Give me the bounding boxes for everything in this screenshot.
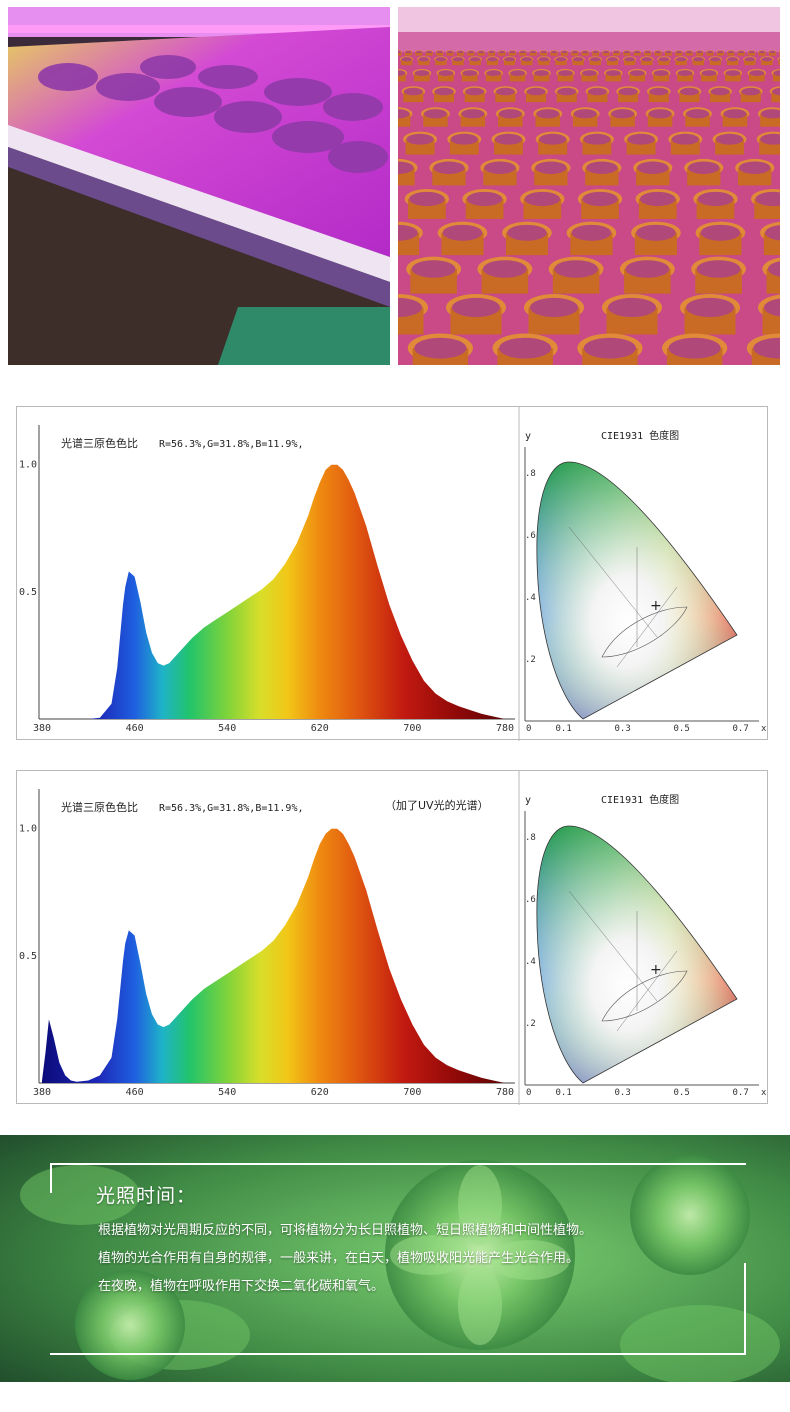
y-tick-label: 1.0 xyxy=(19,460,37,471)
cie-y-label: y xyxy=(525,795,531,806)
cie-y-label: y xyxy=(525,431,531,442)
x-tick-label: 780 xyxy=(496,723,514,734)
x-tick-label: 700 xyxy=(403,1087,421,1098)
rgb-ratio: R=56.3%,G=31.8%,B=11.9%, xyxy=(159,803,304,814)
spectrum-area xyxy=(42,464,505,719)
x-tick-label: 380 xyxy=(33,723,51,734)
cie-x-tick: 0.3 xyxy=(615,1088,631,1098)
cie-x-label: x xyxy=(761,1088,767,1098)
uv-annotation: （加了UV光的光谱） xyxy=(385,798,489,812)
x-tick-label: 780 xyxy=(496,1087,514,1098)
x-tick-label: 380 xyxy=(33,1087,51,1098)
cie-y-tick: .2 xyxy=(525,655,536,665)
info-banner: 光照时间： 根据植物对光周期反应的不同，可将植物分为长日照植物、短日照植物和中间… xyxy=(0,1135,790,1382)
cie-x-tick: 0.5 xyxy=(674,1088,690,1098)
chart-title: 光谱三原色色比 xyxy=(61,436,138,450)
x-tick-label: 620 xyxy=(311,1087,329,1098)
y-tick-label: 1.0 xyxy=(19,824,37,835)
info-line-3: 在夜晚，植物在呼吸作用下交换二氧化碳和氧气。 xyxy=(98,1279,385,1294)
spectrum-area xyxy=(42,828,505,1083)
chart-title: 光谱三原色色比 xyxy=(61,800,138,814)
cie-y-tick: .6 xyxy=(525,895,536,905)
greenhouse-illustration xyxy=(398,7,780,365)
x-tick-label: 460 xyxy=(126,1087,144,1098)
cie-x-tick: 0.7 xyxy=(733,724,749,734)
cie-x-tick: 0.5 xyxy=(674,724,690,734)
rgb-ratio: R=56.3%,G=31.8%,B=11.9%, xyxy=(159,439,304,450)
spectrum-panel-1: 380 460 540 620 700 780 1.0 0.5 光谱三原色色比 R=56.3… xyxy=(16,406,768,741)
cie-y-tick: .2 xyxy=(525,1019,536,1029)
photo-greenhouse-pots xyxy=(398,7,780,365)
cie-x-tick: 0.1 xyxy=(556,724,572,734)
cie-title: CIE1931 色度图 xyxy=(601,429,679,442)
cie-y-tick: .6 xyxy=(525,531,536,541)
x-tick-label: 460 xyxy=(126,723,144,734)
cie-point-marker: + xyxy=(650,598,662,614)
info-line-1: 根据植物对光周期反应的不同，可将植物分为长日照植物、短日照植物和中间性植物。 xyxy=(98,1223,593,1238)
cie-x-tick: 0.7 xyxy=(733,1088,749,1098)
info-text-box: 光照时间： 根据植物对光周期反应的不同，可将植物分为长日照植物、短日照植物和中间… xyxy=(50,1163,746,1355)
info-line-2: 植物的光合作用有自身的规律，一般来讲，在白天，植物吸收阳光能产生光合作用。 xyxy=(98,1251,580,1266)
x-tick-label: 700 xyxy=(403,723,421,734)
cie-x-tick: 0 xyxy=(526,1088,531,1098)
cie-x-label: x xyxy=(761,724,767,734)
cie-point-marker: + xyxy=(650,962,662,978)
y-tick-label: 0.5 xyxy=(19,951,37,962)
cie-horseshoe xyxy=(536,461,738,720)
cie-x-tick: 0.1 xyxy=(556,1088,572,1098)
spectrum-panel-2: 380 460 540 620 700 780 1.0 0.5 光谱三原色色比 R=56.3… xyxy=(16,770,768,1105)
x-tick-label: 540 xyxy=(218,1087,236,1098)
x-tick-label: 540 xyxy=(218,723,236,734)
succulent-background xyxy=(0,1135,790,1382)
cie-title: CIE1931 色度图 xyxy=(601,793,679,806)
cie-horseshoe xyxy=(536,825,738,1084)
cie-y-tick: .8 xyxy=(525,469,536,479)
cie-x-tick: 0.3 xyxy=(615,724,631,734)
x-tick-label: 620 xyxy=(311,723,329,734)
cie-y-tick: .4 xyxy=(525,593,536,603)
info-heading: 光照时间： xyxy=(96,1185,197,1207)
cie-y-tick: .4 xyxy=(525,957,536,967)
spectrum-chart-1: 380 460 540 620 700 780 1.0 0.5 光谱三原色色比 R=56.3… xyxy=(19,407,767,741)
cie-x-tick: 0 xyxy=(526,724,531,734)
spectrum-chart-2: 380 460 540 620 700 780 1.0 0.5 光谱三原色色比 R=56.3… xyxy=(19,771,767,1105)
photo-hydroponic-rack xyxy=(8,7,390,365)
grow-rack-illustration xyxy=(8,7,390,365)
cie-y-tick: .8 xyxy=(525,833,536,843)
y-tick-label: 0.5 xyxy=(19,587,37,598)
